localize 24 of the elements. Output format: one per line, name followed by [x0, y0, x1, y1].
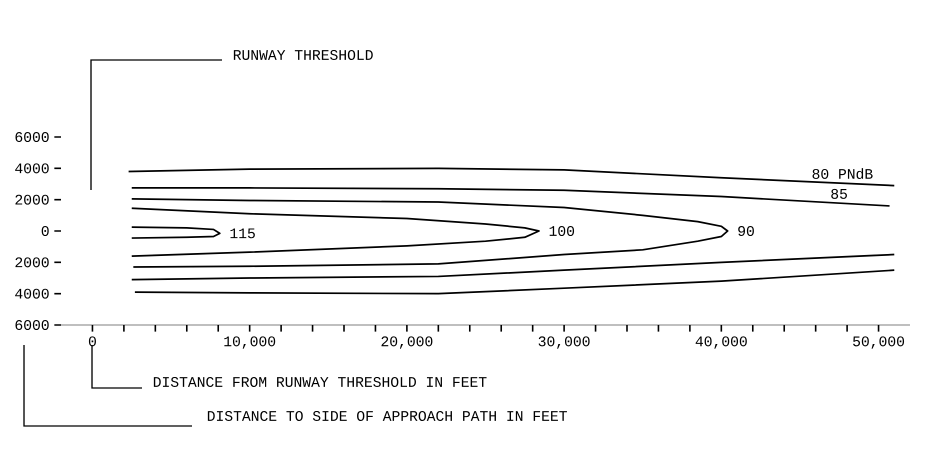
- line-series: [130, 226, 221, 239]
- y-tick-label: 2000: [15, 257, 49, 268]
- x-tick-label: 10,000: [224, 336, 276, 349]
- series-label: 85: [831, 188, 847, 199]
- line-series: [130, 198, 728, 268]
- x-tick-label: 0: [88, 336, 96, 346]
- series-label: 90: [738, 226, 754, 236]
- y-tick-label: 2000: [15, 194, 49, 205]
- x-tick-label: 20,000: [382, 336, 432, 349]
- x-tick-label: 40,000: [696, 336, 747, 349]
- series-label: 80 PNdB: [812, 168, 873, 179]
- text: DISTANCE TO SIDE OF APPROACH PATH IN FEET: [208, 411, 567, 421]
- y-tick-label: 6000: [16, 132, 49, 142]
- text: RUNWAY THRESHOLD: [234, 50, 373, 60]
- series-label: 100: [550, 226, 574, 236]
- y-tick-label: 0: [42, 226, 49, 236]
- line-series: [130, 207, 540, 257]
- y-tick-label: 4000: [15, 288, 49, 299]
- y-tick-label: 4000: [15, 163, 49, 174]
- x-tick-label: 50,000: [853, 336, 904, 349]
- x-axis-title: DISTANCE FROM RUNWAY THRESHOLD IN FEET: [154, 377, 487, 387]
- x-tick-label: 30,000: [538, 336, 590, 349]
- series-label: 115: [230, 228, 255, 238]
- y-tick-label: 6000: [16, 320, 49, 330]
